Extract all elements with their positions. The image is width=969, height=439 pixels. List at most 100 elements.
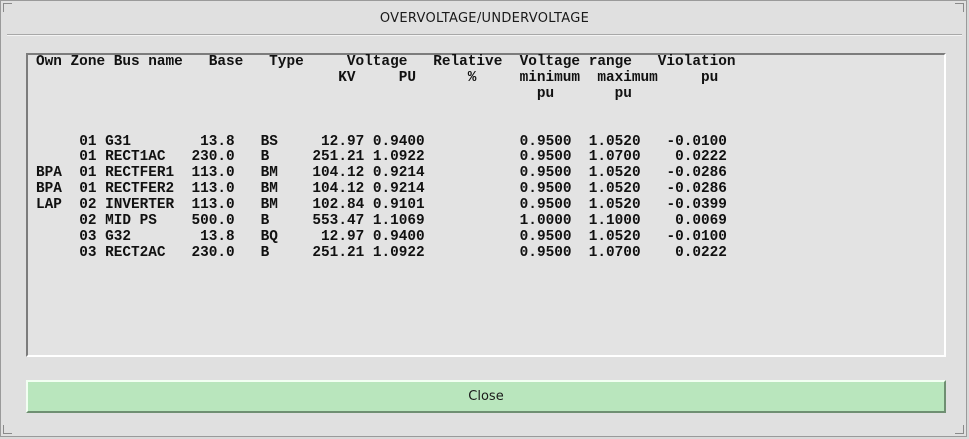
- table-row: BPA 01 RECTFER1 113.0 BM 104.12 0.9214 0…: [36, 165, 736, 182]
- cell-type: B: [260, 244, 287, 261]
- cell-base: 113.0: [182, 197, 261, 214]
- cell-own: [36, 245, 79, 261]
- cell-maximum: 1.0700: [588, 149, 658, 166]
- cell-minimum: 0.9500: [519, 244, 589, 261]
- table-row: 01 G31 13.8 BS 12.97 0.9400 0.9500 1.052…: [36, 133, 736, 151]
- cell-minimum: 0.9500: [519, 133, 589, 150]
- cell-base: 230.0: [182, 149, 261, 166]
- cell-kv: 251.21: [286, 149, 373, 166]
- cell-kv: 104.12: [286, 181, 373, 198]
- cell-type: BM: [260, 181, 287, 198]
- cell-maximum: 1.0520: [588, 197, 658, 214]
- cell-zone: 02: [79, 197, 106, 214]
- cell-zone: 01: [79, 181, 106, 198]
- cell-own: BPA: [36, 181, 80, 198]
- cell-bus-name: RECTFER1: [105, 165, 183, 182]
- window-corner-bottom-left[interactable]: [3, 425, 12, 434]
- cell-own: [36, 134, 79, 150]
- cell-pu: 0.9400: [372, 133, 520, 150]
- cell-kv: 102.84: [286, 197, 373, 214]
- title-divider: [7, 34, 962, 36]
- cell-maximum: 1.0520: [588, 181, 658, 198]
- cell-pu: 0.9214: [372, 181, 520, 198]
- window-corner-top-right[interactable]: [955, 3, 964, 12]
- cell-base: 13.8: [182, 133, 261, 150]
- cell-bus-name: RECT1AC: [105, 149, 183, 166]
- cell-type: BM: [260, 197, 287, 214]
- window-corner-bottom-right[interactable]: [955, 425, 964, 434]
- cell-bus-name: G32: [105, 228, 183, 245]
- cell-violation: 0.0222: [657, 149, 727, 166]
- cell-pu: 1.1069: [372, 213, 520, 230]
- cell-type: BS: [260, 133, 287, 150]
- cell-violation: -0.0286: [657, 165, 727, 182]
- cell-violation: -0.0399: [657, 197, 727, 214]
- cell-kv: 251.21: [286, 244, 373, 261]
- window-corner-top-left[interactable]: [3, 3, 12, 12]
- cell-minimum: 0.9500: [519, 165, 589, 182]
- report-table: Own Zone Bus name Base Type Voltage Rela…: [36, 54, 736, 262]
- table-row: 02 MID PS 500.0 B 553.47 1.1069 1.0000 1…: [36, 213, 736, 230]
- cell-zone: 01: [79, 149, 106, 166]
- cell-violation: -0.0100: [657, 228, 727, 245]
- cell-bus-name: RECT2AC: [105, 244, 183, 261]
- cell-maximum: 1.0520: [588, 165, 658, 182]
- cell-pu: 1.0922: [372, 244, 520, 261]
- cell-pu: 0.9214: [372, 165, 520, 182]
- cell-maximum: 1.0520: [588, 228, 658, 245]
- cell-bus-name: MID PS: [105, 213, 183, 230]
- cell-bus-name: RECTFER2: [105, 181, 183, 198]
- cell-own: [36, 213, 79, 229]
- cell-zone: 02: [79, 213, 106, 230]
- cell-zone: 03: [79, 244, 106, 261]
- cell-minimum: 0.9500: [519, 181, 589, 198]
- table-row: LAP 02 INVERTER 113.0 BM 102.84 0.9101 0…: [36, 197, 736, 214]
- cell-minimum: 0.9500: [519, 228, 589, 245]
- report-text-area[interactable]: Own Zone Bus name Base Type Voltage Rela…: [26, 53, 946, 357]
- cell-type: BM: [260, 165, 287, 182]
- cell-own: BPA: [36, 165, 80, 182]
- cell-base: 500.0: [182, 213, 261, 230]
- cell-pu: 0.9400: [372, 228, 520, 245]
- blank-line: [36, 103, 736, 119]
- cell-violation: 0.0222: [657, 244, 727, 261]
- cell-zone: 01: [79, 165, 106, 182]
- cell-kv: 12.97: [286, 228, 373, 245]
- table-row: BPA 01 RECTFER2 113.0 BM 104.12 0.9214 0…: [36, 181, 736, 198]
- blank-line: [36, 119, 736, 135]
- cell-pu: 1.0922: [372, 149, 520, 166]
- cell-own: [36, 149, 79, 165]
- cell-minimum: 1.0000: [519, 213, 589, 230]
- cell-pu: 0.9101: [372, 197, 520, 214]
- cell-own: LAP: [36, 197, 80, 214]
- table-row: 03 G32 13.8 BQ 12.97 0.9400 0.9500 1.052…: [36, 228, 736, 246]
- table-row: 03 RECT2AC 230.0 B 251.21 1.0922 0.9500 …: [36, 244, 736, 262]
- cell-base: 230.0: [182, 244, 261, 261]
- cell-zone: 01: [79, 133, 106, 150]
- cell-kv: 104.12: [286, 165, 373, 182]
- cell-base: 113.0: [182, 165, 261, 182]
- cell-violation: 0.0069: [657, 213, 727, 230]
- cell-maximum: 1.1000: [588, 213, 658, 230]
- cell-zone: 03: [79, 228, 106, 245]
- table-row: 01 RECT1AC 230.0 B 251.21 1.0922 0.9500 …: [36, 149, 736, 166]
- cell-type: BQ: [260, 228, 287, 245]
- cell-minimum: 0.9500: [519, 197, 589, 214]
- close-button[interactable]: Close: [26, 380, 946, 413]
- cell-maximum: 1.0700: [588, 244, 658, 261]
- cell-type: B: [260, 213, 287, 230]
- cell-violation: -0.0286: [657, 181, 727, 198]
- cell-type: B: [260, 149, 287, 166]
- cell-kv: 553.47: [286, 213, 373, 230]
- report-header-line: pu pu: [36, 85, 632, 102]
- cell-minimum: 0.9500: [519, 149, 589, 166]
- cell-bus-name: G31: [105, 133, 183, 150]
- cell-maximum: 1.0520: [588, 133, 658, 150]
- cell-kv: 12.97: [286, 133, 373, 150]
- cell-violation: -0.0100: [657, 133, 727, 150]
- cell-base: 113.0: [182, 181, 261, 198]
- report-header-line: Own Zone Bus name Base Type Voltage Rela…: [36, 54, 736, 70]
- report-header-line: KV PU % minimum maximum pu: [36, 69, 719, 86]
- cell-bus-name: INVERTER: [105, 197, 183, 214]
